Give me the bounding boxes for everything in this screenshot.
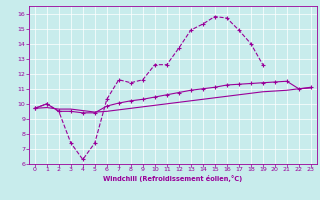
X-axis label: Windchill (Refroidissement éolien,°C): Windchill (Refroidissement éolien,°C) — [103, 175, 243, 182]
